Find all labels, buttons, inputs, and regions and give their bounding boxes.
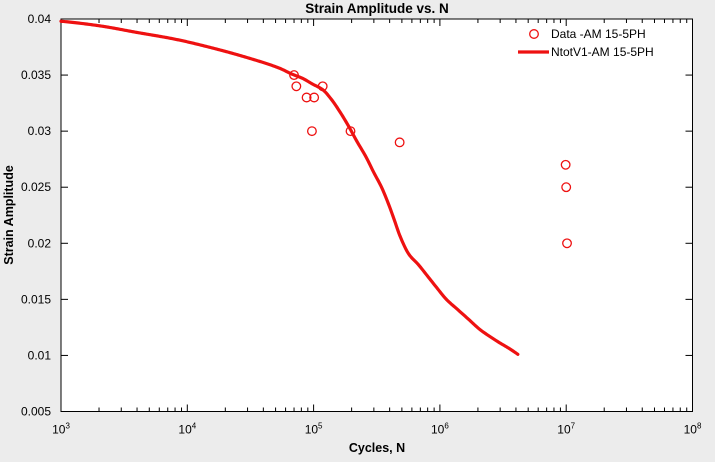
svg-text:0.03: 0.03: [28, 124, 52, 138]
svg-text:Data -AM 15-5PH: Data -AM 15-5PH: [551, 27, 646, 41]
svg-text:105: 105: [305, 422, 323, 437]
svg-text:106: 106: [431, 422, 449, 437]
svg-text:108: 108: [684, 422, 702, 437]
svg-text:0.015: 0.015: [21, 292, 51, 306]
svg-text:0.035: 0.035: [21, 68, 51, 82]
svg-text:Cycles, N: Cycles, N: [349, 441, 405, 455]
svg-text:Strain Amplitude: Strain Amplitude: [2, 165, 16, 265]
svg-text:104: 104: [178, 422, 196, 437]
svg-text:0.02: 0.02: [28, 236, 52, 250]
svg-text:0.04: 0.04: [28, 12, 52, 26]
svg-text:NtotV1-AM 15-5PH: NtotV1-AM 15-5PH: [551, 45, 654, 59]
svg-text:103: 103: [52, 422, 70, 437]
svg-text:Strain Amplitude vs. N: Strain Amplitude vs. N: [305, 1, 449, 16]
svg-text:0.01: 0.01: [28, 348, 52, 362]
svg-text:107: 107: [557, 422, 575, 437]
svg-text:0.005: 0.005: [21, 405, 51, 419]
svg-text:0.025: 0.025: [21, 180, 51, 194]
